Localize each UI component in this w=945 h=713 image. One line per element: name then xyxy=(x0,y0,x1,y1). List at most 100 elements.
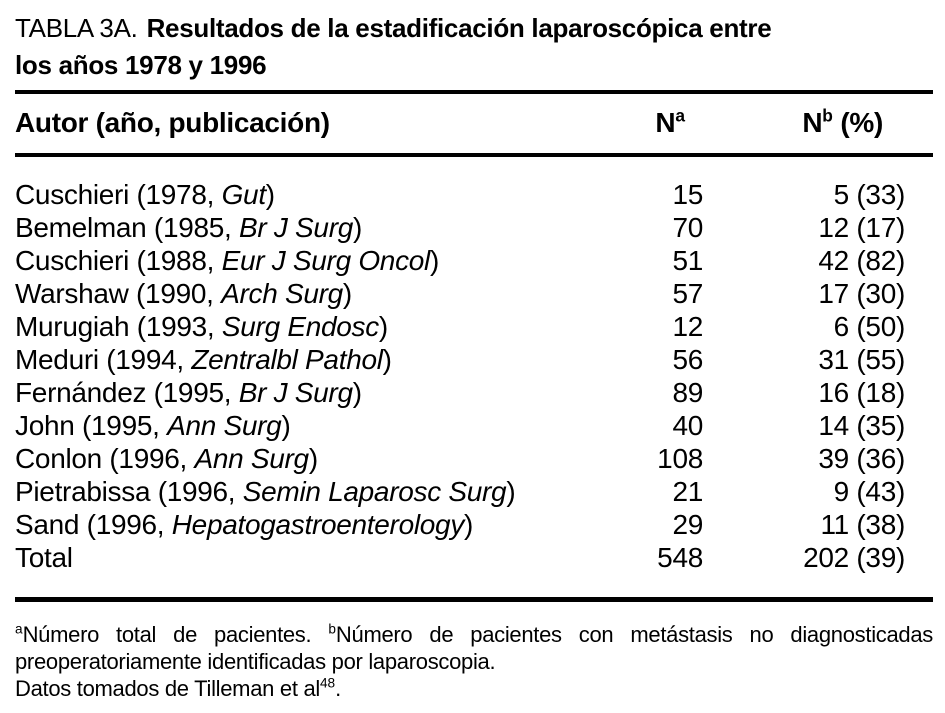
n-superscript-a: a xyxy=(675,105,685,126)
n-percent-cell: 16 (18) xyxy=(818,377,905,408)
table-header-row: Autor (año, publicación) Na Nb (%) xyxy=(15,92,933,157)
journal-name: Br J Surg xyxy=(238,377,353,408)
author-and-year: Conlon (1996, xyxy=(15,443,195,474)
n-total-cell: 89 xyxy=(672,377,703,408)
journal-name: Arch Surg xyxy=(221,278,343,309)
footnotes-block: aNúmero total de pacientes. bNúmero de p… xyxy=(15,621,933,702)
table-row: Pietrabissa (1996, Semin Laparosc Surg) … xyxy=(15,475,933,508)
n-total-cell: 108 xyxy=(657,443,703,474)
table-title-text-1: Resultados de la estadificación laparosc… xyxy=(146,13,772,43)
n-percent-cell: 9 (43) xyxy=(833,476,906,507)
table-body: Cuschieri (1978, Gut) 15 5 (33) Bemelman… xyxy=(15,155,933,600)
column-header-n: Na xyxy=(613,92,703,157)
results-table: Autor (año, publicación) Na Nb (%) Cusch… xyxy=(15,90,933,602)
n-total-cell: 29 xyxy=(672,509,703,540)
nb-percent-label: (%) xyxy=(832,107,883,138)
table-number-label: TABLA 3A. xyxy=(15,13,138,43)
author-and-year: Murugiah (1993, xyxy=(15,311,222,342)
author-cell: John (1995, Ann Surg) xyxy=(15,409,613,442)
closing-paren: ) xyxy=(265,179,275,210)
table-title: TABLA 3A. Resultados de la estadificación… xyxy=(15,10,933,84)
table-row: Conlon (1996, Ann Surg) 108 39 (36) xyxy=(15,442,933,475)
footnote-text-a: Número total de pacientes. xyxy=(22,622,329,647)
author-cell: Sand (1996, Hepatogastroenterology) xyxy=(15,508,613,541)
closing-paren: ) xyxy=(281,410,291,441)
journal-name: Ann Surg xyxy=(167,410,282,441)
n-percent-cell: 39 (36) xyxy=(818,443,905,474)
n-total-cell: 57 xyxy=(672,278,703,309)
journal-name: Surg Endosc xyxy=(221,311,379,342)
n-percent-cell: 11 (38) xyxy=(820,509,905,540)
author-cell: Bemelman (1985, Br J Surg) xyxy=(15,211,613,244)
journal-name: Eur J Surg Oncol xyxy=(221,245,431,276)
n-percent-cell: 12 (17) xyxy=(818,212,905,243)
table-row: Meduri (1994, Zentralbl Pathol) 56 31 (5… xyxy=(15,343,933,376)
author-and-year: Bemelman (1985, xyxy=(15,212,239,243)
journal-name: Zentralbl Pathol xyxy=(191,344,383,375)
n-total-cell: 56 xyxy=(672,344,703,375)
n-percent-cell: 202 (39) xyxy=(803,542,905,573)
n-percent-cell: 5 (33) xyxy=(833,179,906,210)
n-total-cell: 70 xyxy=(672,212,703,243)
n-total-cell: 12 xyxy=(672,311,703,342)
source-period: . xyxy=(335,676,341,701)
footnote-marker-b: b xyxy=(328,621,336,637)
table-row: Sand (1996, Hepatogastroenterology) 29 1… xyxy=(15,508,933,541)
table-row: John (1995, Ann Surg) 40 14 (35) xyxy=(15,409,933,442)
closing-paren: ) xyxy=(429,245,439,276)
author-and-year: Cuschieri (1978, xyxy=(15,179,222,210)
source-text: Datos tomados de Tilleman et al xyxy=(15,676,320,701)
n-total-cell: 40 xyxy=(672,410,703,441)
author-cell: Conlon (1996, Ann Surg) xyxy=(15,442,613,475)
n-total-cell: 51 xyxy=(672,245,703,276)
table-title-line-1: TABLA 3A. Resultados de la estadificación… xyxy=(15,10,933,47)
closing-paren: ) xyxy=(308,443,318,474)
table-title-line-2: los años 1978 y 1996 xyxy=(15,47,933,84)
source-note: Datos tomados de Tilleman et al48. xyxy=(15,675,933,702)
author-cell: Cuschieri (1978, Gut) xyxy=(15,155,613,211)
nb-label: N xyxy=(802,107,823,138)
table-row: Fernández (1995, Br J Surg) 89 16 (18) xyxy=(15,376,933,409)
footnote-text-b: Número de pacientes con metástasis no di… xyxy=(15,622,933,674)
footnote-definitions: aNúmero total de pacientes. bNúmero de p… xyxy=(15,621,933,675)
table-row: Cuschieri (1988, Eur J Surg Oncol) 51 42… xyxy=(15,244,933,277)
author-cell: Meduri (1994, Zentralbl Pathol) xyxy=(15,343,613,376)
author-cell: Warshaw (1990, Arch Surg) xyxy=(15,277,613,310)
journal-name: Semin Laparosc Surg xyxy=(242,476,507,507)
table-row: Total 548 202 (39) xyxy=(15,541,933,600)
table-title-text-2: los años 1978 y 1996 xyxy=(15,50,267,80)
author-and-year: John (1995, xyxy=(15,410,168,441)
closing-paren: ) xyxy=(378,311,388,342)
n-total-cell: 548 xyxy=(657,542,703,573)
closing-paren: ) xyxy=(506,476,516,507)
closing-paren: ) xyxy=(464,509,474,540)
closing-paren: ) xyxy=(382,344,392,375)
author-and-year: Fernández (1995, xyxy=(15,377,239,408)
journal-name: Gut xyxy=(221,179,267,210)
author-and-year: Cuschieri (1988, xyxy=(15,245,222,276)
n-total-cell: 15 xyxy=(672,179,703,210)
author-cell: Murugiah (1993, Surg Endosc) xyxy=(15,310,613,343)
closing-paren: ) xyxy=(342,278,352,309)
closing-paren: ) xyxy=(353,212,363,243)
table-header: Autor (año, publicación) Na Nb (%) xyxy=(15,92,933,157)
n-percent-cell: 42 (82) xyxy=(818,245,905,276)
closing-paren: ) xyxy=(352,377,362,408)
column-header-author: Autor (año, publicación) xyxy=(15,92,613,157)
footnote-marker-a: a xyxy=(15,621,23,637)
author-cell: Cuschieri (1988, Eur J Surg Oncol) xyxy=(15,244,613,277)
column-header-n-percent: Nb (%) xyxy=(703,92,933,157)
n-label: N xyxy=(655,107,676,138)
author-and-year: Warshaw (1990, xyxy=(15,278,222,309)
journal-name: Ann Surg xyxy=(194,443,309,474)
table-row: Cuschieri (1978, Gut) 15 5 (33) xyxy=(15,155,933,211)
n-total-cell: 21 xyxy=(672,476,703,507)
table-row: Murugiah (1993, Surg Endosc) 12 6 (50) xyxy=(15,310,933,343)
author-cell: Pietrabissa (1996, Semin Laparosc Surg) xyxy=(15,475,613,508)
author-and-year: Meduri (1994, xyxy=(15,344,192,375)
nb-superscript-b: b xyxy=(822,105,833,126)
n-percent-cell: 17 (30) xyxy=(818,278,905,309)
source-reference-number: 48 xyxy=(319,675,336,691)
table-row: Bemelman (1985, Br J Surg) 70 12 (17) xyxy=(15,211,933,244)
